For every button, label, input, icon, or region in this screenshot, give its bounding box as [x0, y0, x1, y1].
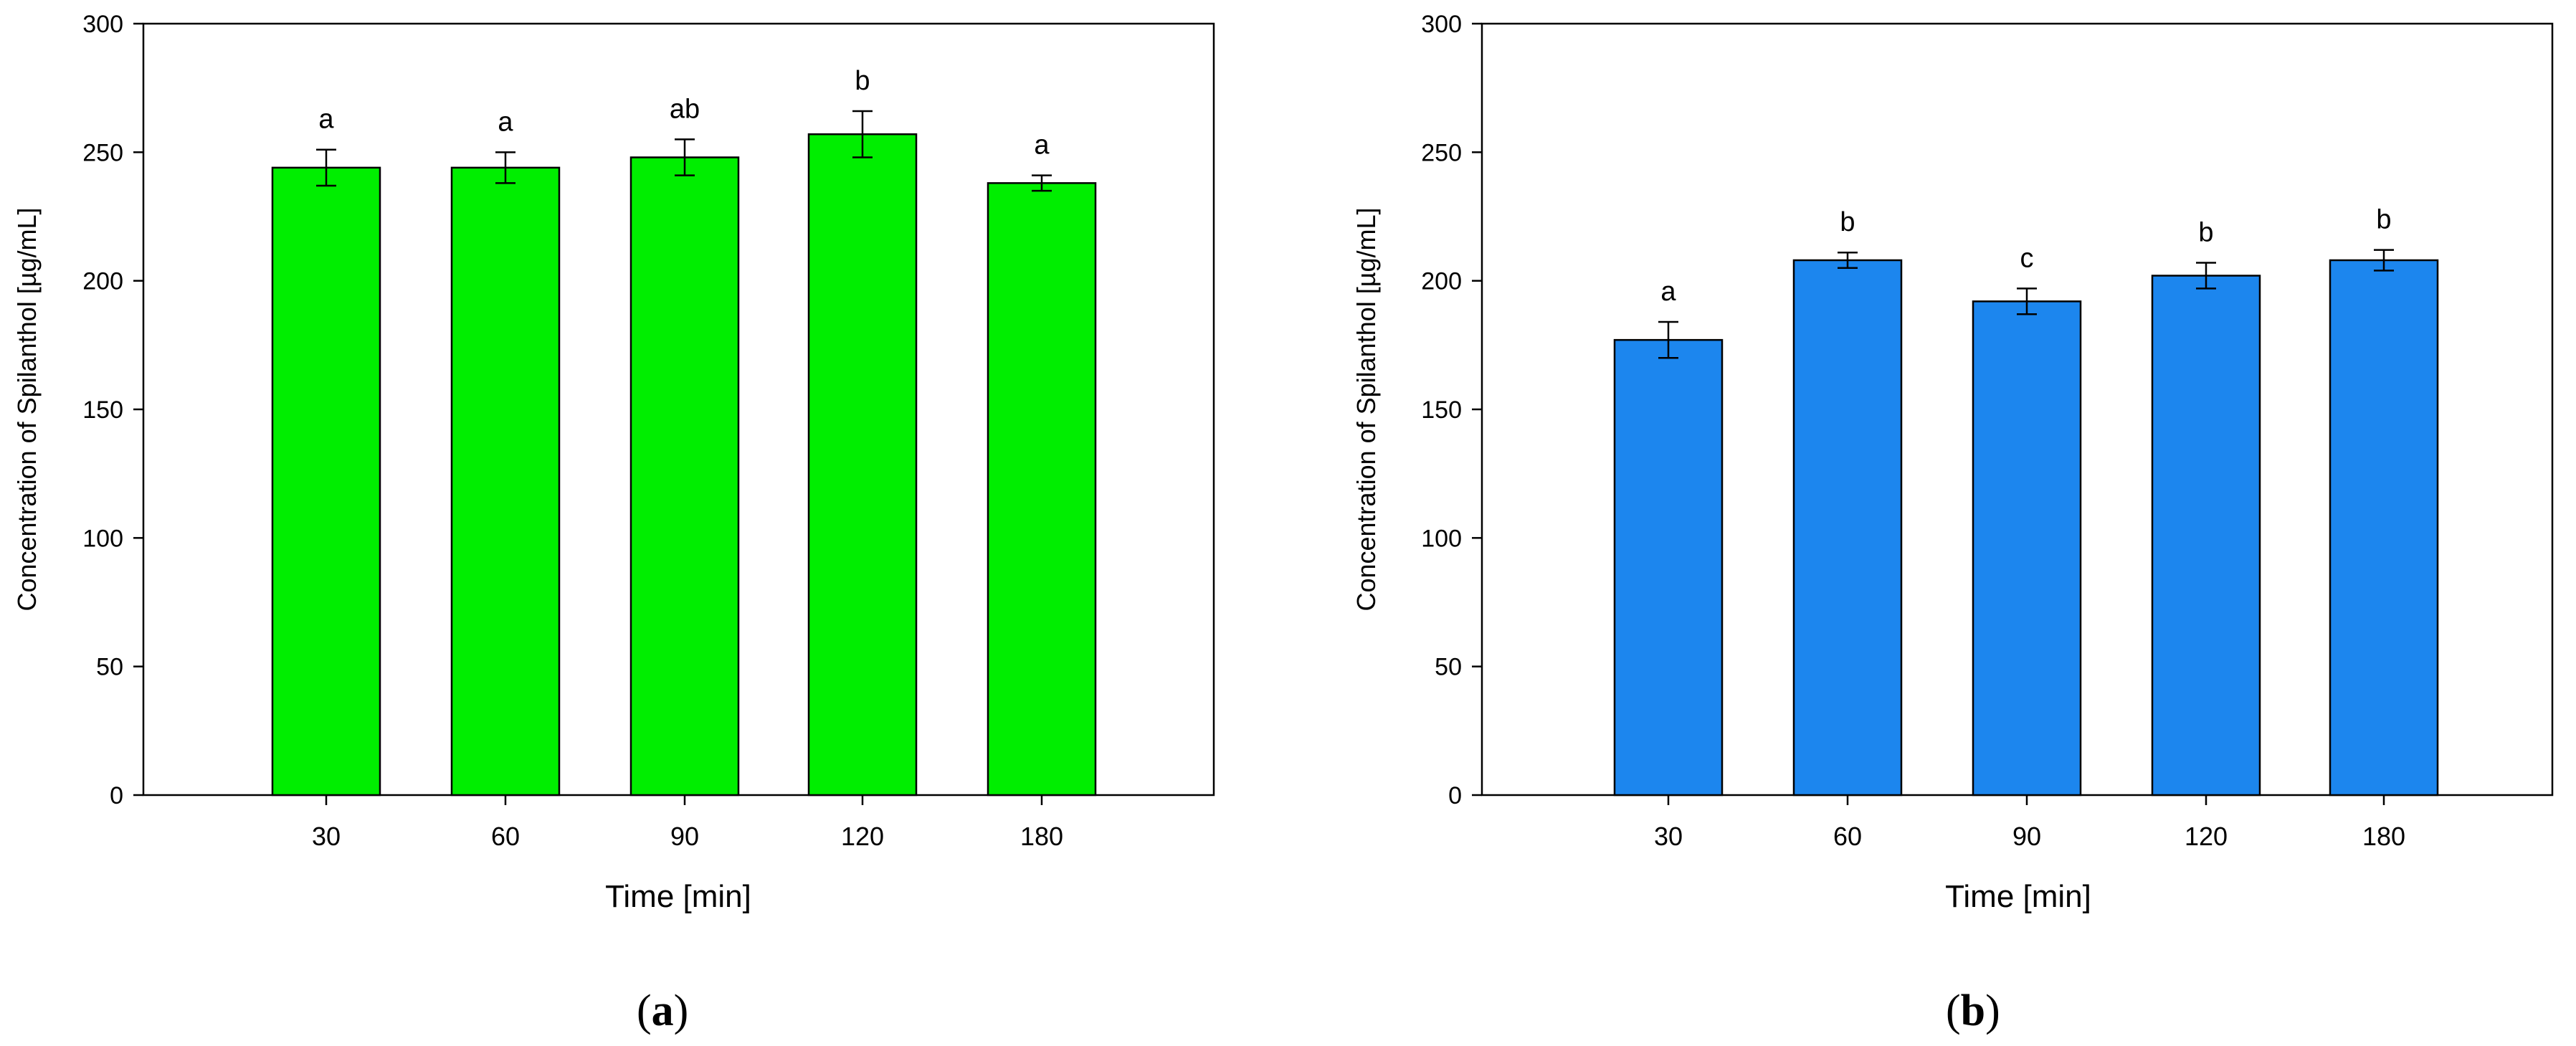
y-tick-label: 300 — [1421, 11, 1462, 38]
significance-label: a — [318, 105, 334, 135]
x-tick-label: 120 — [841, 822, 884, 851]
y-tick-label: 50 — [96, 654, 123, 681]
significance-label: a — [1660, 277, 1676, 307]
y-tick-label: 0 — [1448, 782, 1462, 809]
chart-panel-b: 0 50 100 150 200 250 300 a 30 b 60 c 90 b 120 b 180 Conc… — [1351, 11, 2554, 1035]
bar — [1613, 338, 1724, 797]
bar — [1792, 259, 1903, 797]
x-tick-label: 180 — [2362, 822, 2405, 851]
y-tick-label: 200 — [82, 268, 123, 295]
y-tick-label: 150 — [1421, 396, 1462, 424]
x-axis-title: Time [min] — [605, 879, 751, 914]
chart-marks: 0 50 100 150 200 250 300 a 30 b 60 c 90 b 120 b 180 — [1421, 11, 2439, 851]
x-tick-label: 30 — [312, 822, 341, 851]
bar — [807, 133, 918, 797]
x-tick-label: 90 — [670, 822, 699, 851]
y-axis-title: Concentration of Spilanthol [µg/mL] — [1351, 207, 1381, 611]
x-tick-label: 30 — [1654, 822, 1683, 851]
chart-panel-a: 0 50 100 150 200 250 300 a 30 a 60 ab 90 b 120 a 180 Con… — [12, 11, 1215, 1035]
y-tick-label: 150 — [82, 396, 123, 424]
x-axis-title: Time [min] — [1945, 879, 2091, 914]
significance-label: b — [1840, 207, 1855, 237]
significance-label: ab — [670, 94, 700, 124]
bar — [2329, 259, 2439, 797]
y-tick-label: 250 — [82, 139, 123, 166]
y-tick-label: 50 — [1435, 654, 1462, 681]
y-tick-label: 250 — [1421, 139, 1462, 166]
y-tick-label: 100 — [1421, 525, 1462, 552]
bar — [2151, 275, 2261, 797]
significance-label: b — [855, 66, 870, 96]
significance-label: b — [2198, 218, 2213, 248]
x-tick-label: 60 — [491, 822, 520, 851]
significance-label: b — [2376, 205, 2391, 235]
bar — [629, 156, 740, 797]
y-tick-label: 300 — [82, 11, 123, 38]
x-tick-label: 60 — [1833, 822, 1862, 851]
x-tick-label: 180 — [1020, 822, 1063, 851]
x-tick-label: 90 — [2012, 822, 2041, 851]
x-tick-label: 120 — [2185, 822, 2228, 851]
bar — [987, 182, 1097, 797]
y-tick-label: 100 — [82, 525, 123, 552]
panel-label: (a) — [637, 986, 688, 1035]
y-axis-title: Concentration of Spilanthol [µg/mL] — [12, 207, 42, 611]
y-tick-label: 0 — [110, 782, 123, 809]
panel-label: (b) — [1946, 986, 2000, 1035]
chart-marks: 0 50 100 150 200 250 300 a 30 a 60 ab 90 b 120 a 180 — [82, 11, 1097, 851]
bar — [450, 166, 561, 797]
y-tick-label: 200 — [1421, 268, 1462, 295]
significance-label: c — [2020, 243, 2034, 273]
bar — [271, 166, 381, 797]
bar — [1972, 300, 2082, 797]
significance-label: a — [1034, 130, 1050, 161]
significance-label: a — [498, 107, 513, 137]
